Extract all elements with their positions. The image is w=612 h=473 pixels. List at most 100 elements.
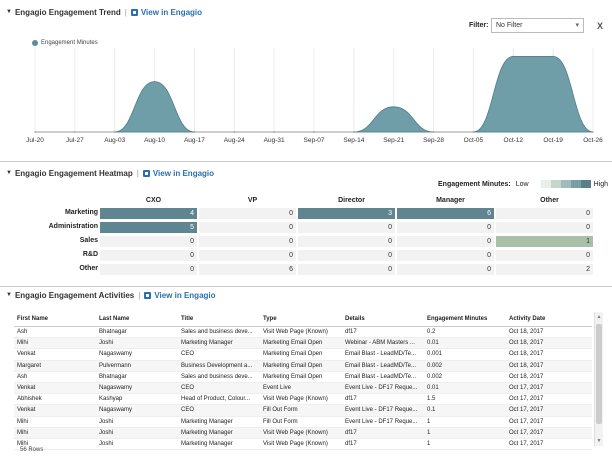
clear-filter-button[interactable]: X: [597, 21, 604, 31]
table-row[interactable]: Ash Bhatnagar Sales and business deve... Vi…: [14, 326, 592, 339]
heatmap-column-header: Manager: [436, 197, 465, 204]
heatmap-cell[interactable]: 3: [298, 208, 395, 219]
table-cell: Bhatnagar: [96, 371, 178, 383]
heatmap-cell[interactable]: 0: [298, 250, 395, 261]
heatmap-cell[interactable]: 0: [199, 208, 296, 219]
scroll-down-icon[interactable]: ▼: [596, 438, 602, 444]
table-cell: Fill Out Form: [260, 416, 342, 428]
trend-view-link[interactable]: View in Engagio: [130, 7, 203, 17]
column-header[interactable]: Engagement Minutes: [424, 312, 506, 327]
heatmap-title: Engagio Engagement Heatmap: [14, 168, 133, 178]
heatmap-row-label: Other: [79, 265, 98, 272]
heatmap-cell[interactable]: 0: [496, 222, 593, 233]
table-cell: Marketing Email Open: [260, 337, 342, 350]
table-cell: Marketing Manager: [178, 438, 260, 451]
trend-view-label: View in Engagio: [140, 7, 203, 17]
heatmap-cell[interactable]: 6: [397, 208, 494, 219]
legend-swatch: [550, 180, 561, 188]
column-header[interactable]: Details: [342, 312, 424, 327]
heatmap-cell[interactable]: 0: [199, 236, 296, 247]
heatmap-cell[interactable]: 2: [496, 264, 593, 275]
table-cell: Event Live: [260, 382, 342, 395]
table-cell: Joshi: [96, 427, 178, 439]
table-row[interactable]: Venkat Nagaswamy CEO Event Live Event Live -…: [14, 382, 592, 395]
heatmap-cell[interactable]: 4: [100, 208, 197, 219]
heatmap-cell[interactable]: 0: [397, 222, 494, 233]
table-cell: Event Live - DF17 Reque...: [342, 382, 424, 395]
legend-high: High: [593, 180, 608, 188]
table-row[interactable]: Abhishek Kashyap Head of Product, Colour..…: [14, 393, 592, 406]
data-point: [432, 131, 435, 133]
collapse-caret-icon[interactable]: ▼: [6, 292, 12, 298]
heatmap-cell[interactable]: 0: [199, 222, 296, 233]
table-cell: Oct 17, 2017: [506, 382, 592, 395]
table-row[interactable]: Margaret Pulvermann Business Development a…: [14, 360, 592, 372]
heatmap-header: ▼ Engagio Engagement Heatmap | View in E…: [6, 168, 215, 178]
column-header[interactable]: First Name: [14, 312, 96, 327]
column-header[interactable]: Type: [260, 312, 342, 327]
heatmap-cell[interactable]: 0: [100, 236, 197, 247]
column-header[interactable]: Last Name: [96, 312, 178, 327]
table-row[interactable]: Mihi Joshi Marketing Manager Fill Out Form E…: [14, 416, 592, 428]
heatmap-cell[interactable]: 0: [100, 264, 197, 275]
column-header[interactable]: Title: [178, 312, 260, 327]
table-row[interactable]: Mihi Joshi Marketing Manager Visit Web Page…: [14, 438, 592, 451]
legend-swatch: [540, 180, 551, 188]
filter-label: Filter:: [469, 22, 489, 29]
table-cell: 1: [424, 416, 506, 428]
heatmap-cell[interactable]: 0: [496, 208, 593, 219]
heatmap-cell[interactable]: 0: [397, 264, 494, 275]
collapse-caret-icon[interactable]: ▼: [6, 170, 12, 176]
table-row[interactable]: Venkat Nagaswamy CEO Marketing Email Open Em…: [14, 348, 592, 361]
scroll-thumb[interactable]: [596, 324, 602, 424]
table-cell: 1.5: [424, 393, 506, 406]
x-tick-label: Aug-10: [144, 137, 165, 144]
heatmap-cell[interactable]: 0: [397, 236, 494, 247]
table-cell: CEO: [178, 348, 260, 361]
activities-view-link[interactable]: View in Engagio: [144, 290, 216, 300]
heatmap-cell[interactable]: 0: [496, 250, 593, 261]
table-cell: Email Blast - LeadMD/Te...: [342, 371, 424, 383]
table-cell: Oct 18, 2017: [506, 337, 592, 350]
table-cell: Venkat: [14, 404, 96, 417]
scroll-up-icon[interactable]: ▲: [596, 314, 602, 320]
table-cell: df17: [342, 393, 424, 406]
table-cell: Marketing Email Open: [260, 371, 342, 383]
table-cell: Event Live - DF17 Reque...: [342, 416, 424, 428]
table-row[interactable]: Ash Bhatnagar Sales and business deve... Ma…: [14, 371, 592, 383]
heatmap-cell[interactable]: 0: [100, 250, 197, 261]
column-header[interactable]: Activity Date: [506, 312, 592, 327]
legend-swatch: [32, 40, 38, 46]
filter-select[interactable]: No Filter ▾: [491, 18, 584, 33]
heatmap-cell[interactable]: 0: [298, 236, 395, 247]
table-scrollbar[interactable]: ▲ ▼: [594, 312, 603, 446]
heatmap-cell[interactable]: 5: [100, 222, 197, 233]
heatmap-view-link[interactable]: View in Engagio: [142, 168, 215, 178]
table-cell: 0.2: [424, 326, 506, 339]
table-cell: Marketing Manager: [178, 416, 260, 428]
table-row[interactable]: Mihi Joshi Marketing Manager Marketing Emai…: [14, 337, 592, 350]
table-cell: Oct 18, 2017: [506, 348, 592, 361]
data-point: [313, 131, 315, 133]
table-cell: Marketing Manager: [178, 427, 260, 439]
legend-swatches: [540, 180, 591, 188]
table-cell: Marketing Email Open: [260, 348, 342, 361]
table-cell: Oct 18, 2017: [506, 360, 592, 372]
table-cell: Business Development a...: [178, 360, 260, 372]
x-tick-label: Aug-24: [224, 137, 245, 144]
heatmap-cell[interactable]: 1: [496, 236, 593, 247]
heatmap-view-label: View in Engagio: [152, 168, 215, 178]
heatmap-cell[interactable]: 0: [298, 222, 395, 233]
heatmap-cell[interactable]: 6: [199, 264, 296, 275]
table-cell: Email Blast - LeadMD/Te...: [342, 348, 424, 361]
collapse-caret-icon[interactable]: ▼: [6, 9, 12, 15]
activities-view-label: View in Engagio: [154, 290, 216, 300]
table-cell: 0.01: [424, 382, 506, 395]
table-row[interactable]: Mihi Joshi Marketing Manager Visit Web Page…: [14, 427, 592, 439]
table-cell: Joshi: [96, 438, 178, 451]
heatmap-cell[interactable]: 0: [397, 250, 494, 261]
table-cell: 1: [424, 427, 506, 439]
heatmap-cell[interactable]: 0: [199, 250, 296, 261]
heatmap-cell[interactable]: 0: [298, 264, 395, 275]
table-row[interactable]: Venkat Nagaswamy CEO Fill Out Form Event Liv…: [14, 404, 592, 417]
